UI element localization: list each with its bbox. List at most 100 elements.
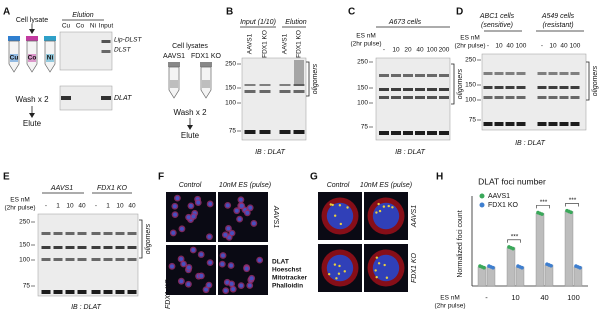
cell-nucleus — [188, 203, 193, 208]
cell-nucleus — [199, 273, 204, 278]
gel-band — [403, 131, 413, 135]
arrow-head — [29, 113, 35, 118]
label: 200 — [439, 47, 450, 54]
foci — [331, 203, 334, 207]
panel-letter: B — [226, 7, 233, 18]
tube-content — [28, 54, 36, 62]
x-tick-label: - — [485, 293, 488, 302]
gel-band — [516, 86, 526, 89]
label: IB : DLAT — [395, 149, 426, 156]
gel-band — [483, 122, 493, 126]
gel-band — [103, 258, 113, 261]
cell-nucleus — [244, 266, 249, 271]
foci — [383, 263, 386, 267]
bracket — [139, 219, 143, 259]
gel-band — [537, 96, 547, 99]
gel-band — [65, 258, 75, 261]
label: Elution — [72, 12, 94, 19]
label: AAVS1 — [163, 53, 185, 60]
cell-nucleus — [229, 263, 234, 268]
gel-band — [115, 258, 125, 261]
data-point — [540, 212, 544, 216]
cell-nucleus — [326, 202, 354, 230]
label: Control — [179, 182, 202, 189]
bracket-label: oligomers — [145, 223, 152, 254]
gel-band — [41, 232, 51, 235]
cell-nucleus — [191, 214, 196, 219]
gel-band — [53, 290, 63, 294]
cell-nucleus — [208, 201, 213, 206]
bracket — [586, 61, 590, 101]
cell-nucleus — [225, 203, 230, 208]
gel-band — [244, 130, 256, 134]
foci — [327, 272, 331, 276]
bracket-label: oligomers — [312, 63, 319, 94]
cell-nucleus — [237, 217, 242, 222]
label: DLAT — [114, 95, 132, 102]
label: - — [383, 47, 385, 54]
label: 10nM ES (pulse) — [219, 182, 271, 189]
cell-nucleus — [326, 254, 354, 282]
gel-band — [403, 88, 413, 91]
mw-label: 100 — [19, 257, 30, 264]
gel-band — [415, 131, 425, 135]
cell-nucleus — [191, 248, 196, 253]
gel-band — [259, 130, 271, 134]
legend-entry: FDX1 KO — [488, 202, 519, 209]
gel-band — [127, 290, 137, 294]
gel-band — [293, 90, 305, 93]
gel-band — [65, 246, 75, 249]
label: Ni — [90, 23, 96, 30]
cell-nucleus — [208, 260, 213, 265]
gel-band — [77, 290, 87, 294]
gel-band — [439, 88, 449, 91]
cell-nucleus — [179, 279, 184, 284]
gel-band — [77, 258, 87, 261]
gel-band — [548, 86, 558, 89]
gel-band — [415, 74, 425, 77]
foci — [346, 206, 349, 209]
data-point — [578, 265, 582, 270]
foci — [375, 275, 378, 279]
foci — [375, 211, 378, 214]
bracket-label: oligomers — [592, 65, 599, 96]
legend-swatch — [479, 193, 485, 199]
tube-cap — [168, 62, 180, 67]
label: 10 — [66, 203, 74, 210]
label: 100 — [427, 47, 438, 54]
label: 10nM ES (pulse) — [360, 182, 412, 189]
label: (resistant) — [542, 22, 573, 29]
mw-label: 250 — [225, 61, 236, 68]
panel-letter: G — [310, 172, 318, 183]
gel-band — [559, 96, 569, 99]
label: AAVS1 — [282, 33, 289, 54]
cell-nucleus — [226, 226, 231, 231]
gel-band — [103, 246, 113, 249]
label: (2hr pulse) — [454, 43, 485, 50]
gel-band — [279, 130, 291, 134]
label: FDX1 KO — [296, 30, 303, 58]
cell-nucleus — [225, 280, 230, 285]
data-point — [520, 265, 524, 270]
label: (2hr pulse) — [350, 41, 381, 48]
legend-entry: AAVS1 — [488, 193, 510, 200]
gel-band — [483, 72, 493, 75]
gel-band — [379, 96, 389, 99]
legend-swatch — [479, 202, 485, 208]
bar — [477, 266, 487, 287]
label: - — [541, 43, 543, 50]
foci — [333, 214, 337, 217]
gel-band — [570, 86, 580, 89]
legend-entry: DLAT — [272, 259, 289, 266]
foci — [338, 204, 342, 207]
legend-entry: Phalloidin — [272, 283, 303, 290]
arrow-head — [29, 29, 35, 34]
gel-band — [91, 290, 101, 294]
gel-band — [379, 74, 389, 77]
mw-label: 250 — [19, 219, 30, 226]
data-point — [491, 265, 495, 270]
gel-band — [494, 86, 504, 89]
foci — [343, 270, 346, 273]
